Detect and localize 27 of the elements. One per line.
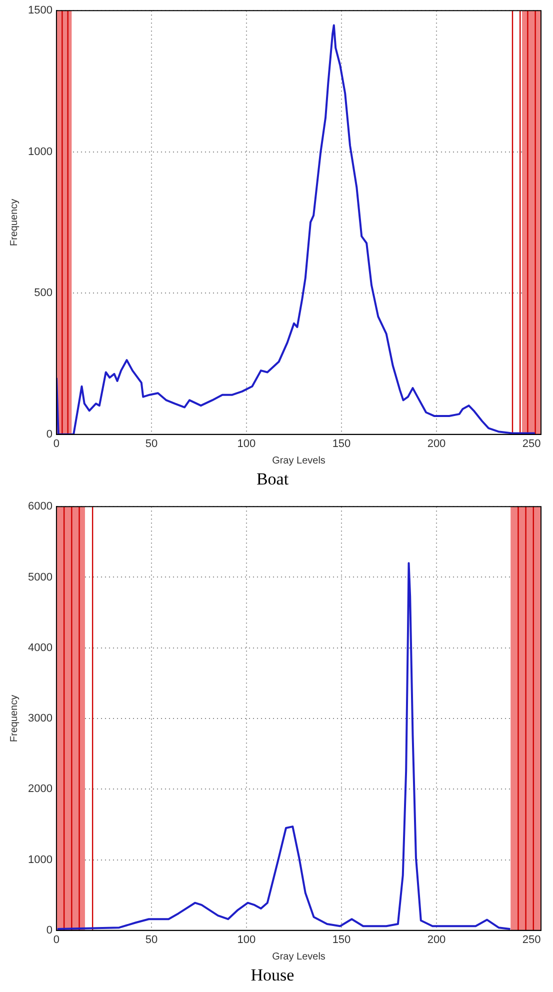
y-tick-label: 6000 — [28, 500, 52, 513]
y-axis-title: Frequency — [8, 694, 20, 742]
y-tick-label: 1000 — [28, 146, 52, 158]
y-tick-label: 1500 — [28, 4, 52, 17]
y-tick-label: 0 — [46, 428, 52, 440]
y-tick-label: 1000 — [28, 854, 52, 866]
x-axis-title: Gray Levels — [272, 951, 326, 962]
y-tick-label: 5000 — [28, 571, 52, 584]
x-tick-label: 100 — [237, 934, 256, 946]
text: House — [250, 965, 294, 984]
x-tick-label: 150 — [332, 934, 351, 946]
x-tick-label: 200 — [427, 438, 446, 450]
y-tick-label: 0 — [46, 924, 52, 936]
x-tick-label: 200 — [427, 934, 446, 946]
x-tick-label: 250 — [522, 438, 541, 450]
x-axis-title: Gray Levels — [272, 455, 326, 466]
x-tick-label: 100 — [237, 438, 256, 450]
x-tick-label: 250 — [522, 934, 541, 946]
text: Boat — [256, 469, 289, 488]
x-tick-label: 50 — [145, 438, 158, 450]
y-tick-label: 2000 — [28, 783, 52, 796]
y-axis-title: Frequency — [8, 198, 20, 246]
y-tick-label: 4000 — [28, 642, 52, 654]
x-tick-label: 150 — [332, 438, 351, 450]
y-tick-label: 3000 — [28, 712, 52, 725]
x-tick-label: 50 — [145, 934, 158, 946]
y-tick-label: 500 — [34, 287, 52, 300]
